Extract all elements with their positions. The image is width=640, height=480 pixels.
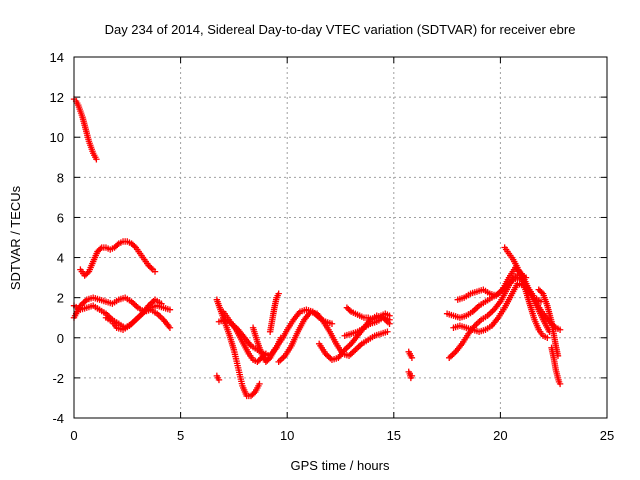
data-point — [275, 290, 282, 297]
data-point — [386, 312, 393, 319]
y-tick-label: 10 — [50, 130, 64, 145]
data-point — [166, 324, 174, 331]
y-tick-label: 8 — [57, 170, 64, 185]
chart-title: Day 234 of 2014, Sidereal Day-to-day VTE… — [105, 22, 576, 37]
x-tick-label: 15 — [387, 428, 401, 443]
data-point — [556, 380, 564, 388]
data-point — [538, 289, 545, 296]
data-point — [84, 269, 91, 277]
data-point — [556, 326, 564, 333]
y-tick-label: 0 — [57, 331, 64, 346]
data-point — [215, 376, 223, 384]
x-tick-label: 25 — [600, 428, 614, 443]
y-tick-label: -2 — [52, 371, 64, 386]
grid-lines — [74, 57, 607, 418]
data-point — [408, 354, 416, 362]
y-tick-label: 4 — [57, 251, 64, 266]
data-point — [151, 268, 159, 275]
x-tick-label: 20 — [493, 428, 507, 443]
y-tick-label: 14 — [50, 50, 64, 65]
data-point — [93, 156, 100, 163]
plot-frame — [73, 56, 608, 419]
y-tick-label: 6 — [57, 210, 64, 225]
x-tick-label: 10 — [280, 428, 294, 443]
data-points — [70, 95, 564, 400]
y-tick-label: 2 — [57, 291, 64, 306]
x-axis-label: GPS time / hours — [291, 458, 390, 473]
x-tick-label: 5 — [177, 428, 184, 443]
data-point — [97, 245, 104, 253]
data-point — [544, 334, 551, 341]
data-point — [346, 307, 353, 314]
data-point — [265, 355, 272, 363]
data-point — [148, 265, 155, 272]
data-point — [158, 300, 165, 307]
data-point — [166, 306, 174, 313]
data-point — [328, 320, 336, 327]
data-point — [250, 390, 257, 397]
y-tick-label: 12 — [50, 90, 64, 105]
data-point — [408, 372, 416, 380]
data-point — [131, 242, 138, 250]
data-point — [114, 241, 121, 249]
y-tick-label: -4 — [52, 411, 64, 426]
y-axis-label: SDTVAR / TECUs — [8, 185, 23, 290]
data-point — [256, 380, 263, 388]
data-point — [384, 328, 391, 335]
x-tick-label: 0 — [70, 428, 77, 443]
